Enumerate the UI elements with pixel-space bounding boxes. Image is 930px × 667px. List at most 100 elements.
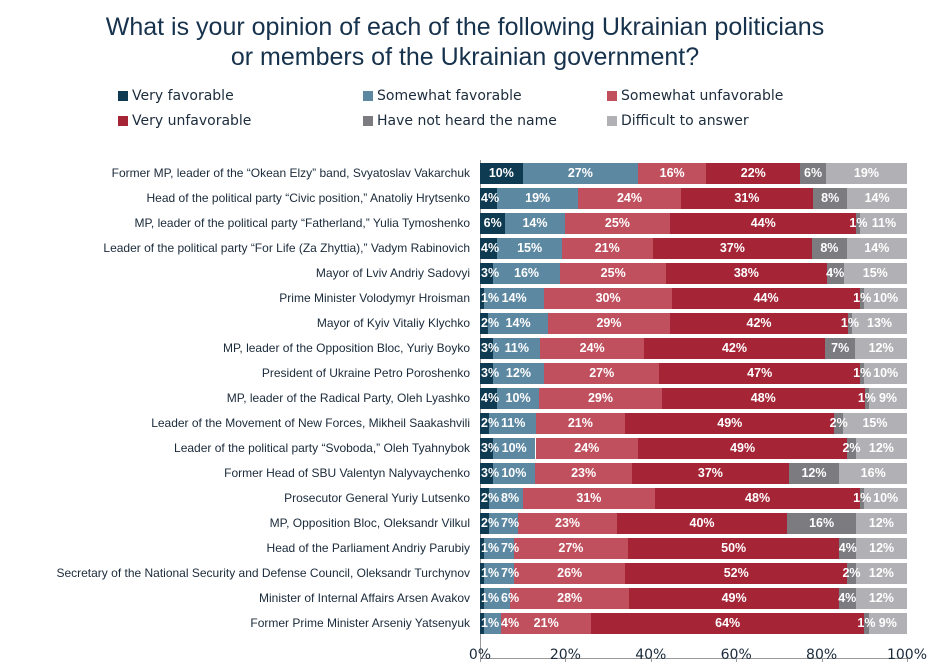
bar-segment xyxy=(868,613,907,634)
bar-segment xyxy=(492,338,541,359)
bar-segment xyxy=(480,538,485,559)
data-label: 40% xyxy=(689,516,715,530)
data-label: 10% xyxy=(501,441,527,455)
data-label: 11% xyxy=(501,416,526,430)
category-label: Former Head of SBU Valentyn Nalyvaychenk… xyxy=(224,466,470,480)
data-label: 15% xyxy=(517,241,543,255)
data-label: 14% xyxy=(522,216,548,230)
data-label: 19% xyxy=(525,191,551,205)
bar-segment xyxy=(480,238,498,259)
data-label: 12% xyxy=(868,566,894,580)
bar-segment xyxy=(787,513,856,534)
data-label: 7% xyxy=(501,516,520,530)
data-label: 9% xyxy=(878,391,898,405)
data-label: 2% xyxy=(842,441,861,455)
bar-segment xyxy=(497,238,562,259)
data-label: 1% xyxy=(481,566,500,580)
bar-segment xyxy=(484,613,502,634)
data-label: 15% xyxy=(862,416,888,430)
data-label: 14% xyxy=(864,241,890,255)
y-axis-line xyxy=(480,160,481,658)
bar-segment xyxy=(539,388,662,409)
x-tick-mark xyxy=(650,658,652,662)
bar-segment xyxy=(480,463,493,484)
bar-segment xyxy=(480,588,485,609)
bar-segment xyxy=(509,588,630,609)
data-label: 25% xyxy=(604,216,630,230)
bar-segment xyxy=(505,213,565,234)
data-label: 29% xyxy=(596,316,622,330)
bar-segment xyxy=(534,463,633,484)
bar-segment xyxy=(514,563,626,584)
bar-segment xyxy=(547,313,671,334)
bar-segment xyxy=(838,588,856,609)
legend-label: Difficult to answer xyxy=(621,113,749,129)
bar-segment xyxy=(560,263,666,284)
bar-segment xyxy=(855,338,907,359)
bar-segment xyxy=(860,363,865,384)
data-label: 23% xyxy=(571,466,597,480)
bar-segment xyxy=(484,538,514,559)
bar-segment xyxy=(632,463,789,484)
chart-title-line-1: What is your opinion of each of the foll… xyxy=(105,13,825,41)
data-label: 1% xyxy=(853,291,872,305)
data-label: 2% xyxy=(481,516,500,530)
data-label: 28% xyxy=(557,591,583,605)
bar-segment xyxy=(860,213,907,234)
data-label: 27% xyxy=(589,366,615,380)
data-label: 37% xyxy=(697,466,723,480)
bar-segment xyxy=(670,313,848,334)
data-label: 8% xyxy=(820,241,839,255)
bar-segment xyxy=(643,338,826,359)
data-label: 1% xyxy=(853,491,872,505)
legend-item: Difficult to answer xyxy=(607,113,749,129)
data-label: 16% xyxy=(659,166,685,180)
bar-segment xyxy=(706,163,801,184)
data-label: 4% xyxy=(481,241,500,255)
data-label: 31% xyxy=(576,491,602,505)
x-tick-mark xyxy=(821,658,823,662)
data-label: 1% xyxy=(840,316,859,330)
data-label: 3% xyxy=(481,366,500,380)
bar-segment xyxy=(484,563,515,584)
bar-segment xyxy=(518,513,617,534)
legend-item: Somewhat favorable xyxy=(363,88,522,104)
data-label: 4% xyxy=(838,591,857,605)
data-label: 10% xyxy=(501,466,527,480)
category-label: Leader of the Movement of New Forces, Mi… xyxy=(151,416,470,430)
data-label: 48% xyxy=(745,491,771,505)
data-label: 14% xyxy=(501,291,527,305)
bar-segment xyxy=(492,363,545,384)
bar-segment xyxy=(855,588,907,609)
data-label: 21% xyxy=(567,416,593,430)
bar-segment xyxy=(860,288,865,309)
data-label: 19% xyxy=(853,166,879,180)
x-tick-label: 100% xyxy=(886,647,928,663)
bar-segment xyxy=(834,413,843,434)
bar-segment xyxy=(637,438,848,459)
data-label: 11% xyxy=(871,216,897,230)
x-tick-label: 20% xyxy=(549,647,581,663)
bar-segment xyxy=(655,488,861,509)
data-label: 10% xyxy=(873,291,899,305)
data-label: 30% xyxy=(595,291,621,305)
data-label: 1% xyxy=(481,591,500,605)
bar-segment xyxy=(670,213,857,234)
category-label: MP, leader of the Radical Party, Oleh Ly… xyxy=(226,391,470,405)
chart-title: What is your opinion of each of the foll… xyxy=(0,12,930,72)
bar-segment xyxy=(544,288,673,309)
data-label: 3% xyxy=(481,466,500,480)
data-label: 6% xyxy=(483,216,502,230)
data-label: 16% xyxy=(860,466,886,480)
bar-segment xyxy=(591,613,865,634)
bar-segment xyxy=(847,188,907,209)
bar-segment xyxy=(522,488,656,509)
data-label: 25% xyxy=(600,266,626,280)
data-label: 26% xyxy=(557,566,583,580)
category-label: MP, leader of the Opposition Bloc, Yuriy… xyxy=(222,341,470,355)
category-label: MP, leader of the political party “Fathe… xyxy=(134,216,470,230)
bar-segment xyxy=(659,363,861,384)
bar-segment xyxy=(484,288,545,309)
x-tick-mark xyxy=(480,658,481,662)
bar-segment xyxy=(864,288,907,309)
